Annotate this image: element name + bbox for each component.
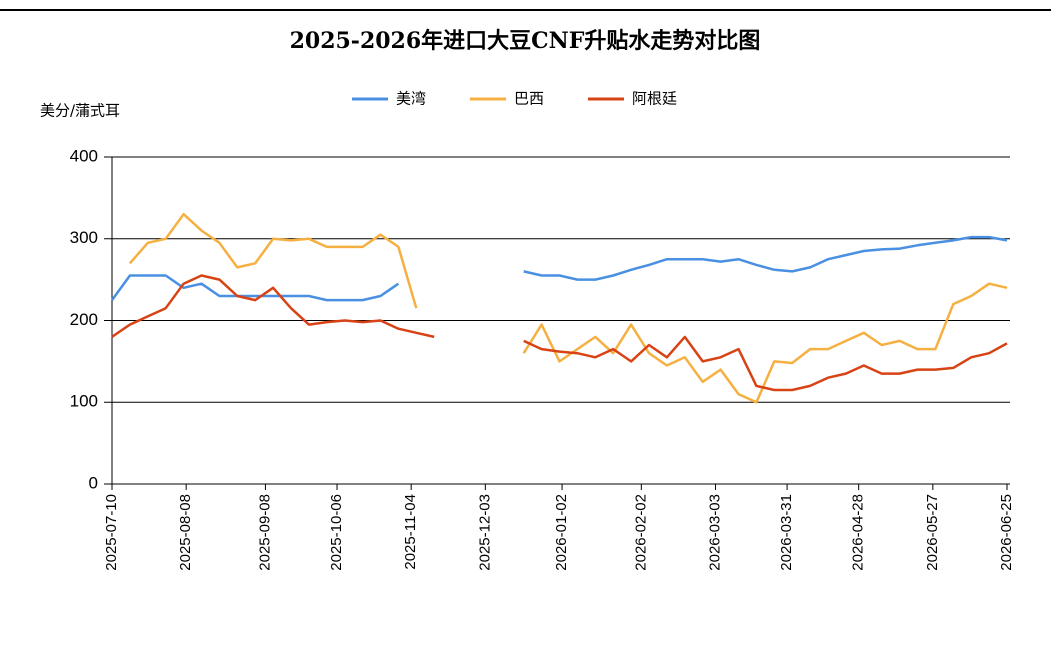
- y-tick-label: 300: [70, 228, 98, 247]
- y-tick-label: 400: [70, 146, 98, 165]
- y-tick-label: 200: [70, 310, 98, 329]
- x-tick-label: 2026-01-02: [553, 494, 570, 571]
- series-line: [128, 212, 1008, 404]
- x-tick-label: 2026-05-27: [924, 494, 941, 571]
- x-tick-label: 2025-12-03: [476, 494, 493, 571]
- legend-label: 美湾: [396, 90, 426, 108]
- x-tick-label: 2025-11-04: [402, 494, 419, 570]
- x-tick-label: 2025-10-06: [328, 494, 345, 571]
- legend-label: 巴西: [514, 90, 544, 108]
- x-tick-label: 2026-03-03: [706, 494, 723, 571]
- x-tick-label: 2026-03-31: [778, 494, 795, 571]
- y-axis-label: 美分/蒲式耳: [40, 102, 120, 120]
- series-line: [111, 274, 1008, 392]
- x-tick-label: 2026-02-02: [632, 494, 649, 571]
- series-line: [110, 235, 1008, 302]
- x-tick-label: 2026-04-28: [850, 494, 867, 571]
- chart-title: 2025-2026年进口大豆CNF升贴水走势对比图: [290, 28, 761, 54]
- x-tick-label: 2025-07-10: [103, 494, 120, 571]
- legend-label: 阿根廷: [632, 90, 677, 108]
- x-tick-label: 2025-08-08: [177, 494, 194, 571]
- y-tick-label: 100: [70, 392, 98, 411]
- x-tick-label: 2025-09-08: [256, 494, 273, 571]
- y-tick-label: 0: [89, 473, 98, 492]
- x-tick-label: 2026-06-25: [998, 494, 1015, 571]
